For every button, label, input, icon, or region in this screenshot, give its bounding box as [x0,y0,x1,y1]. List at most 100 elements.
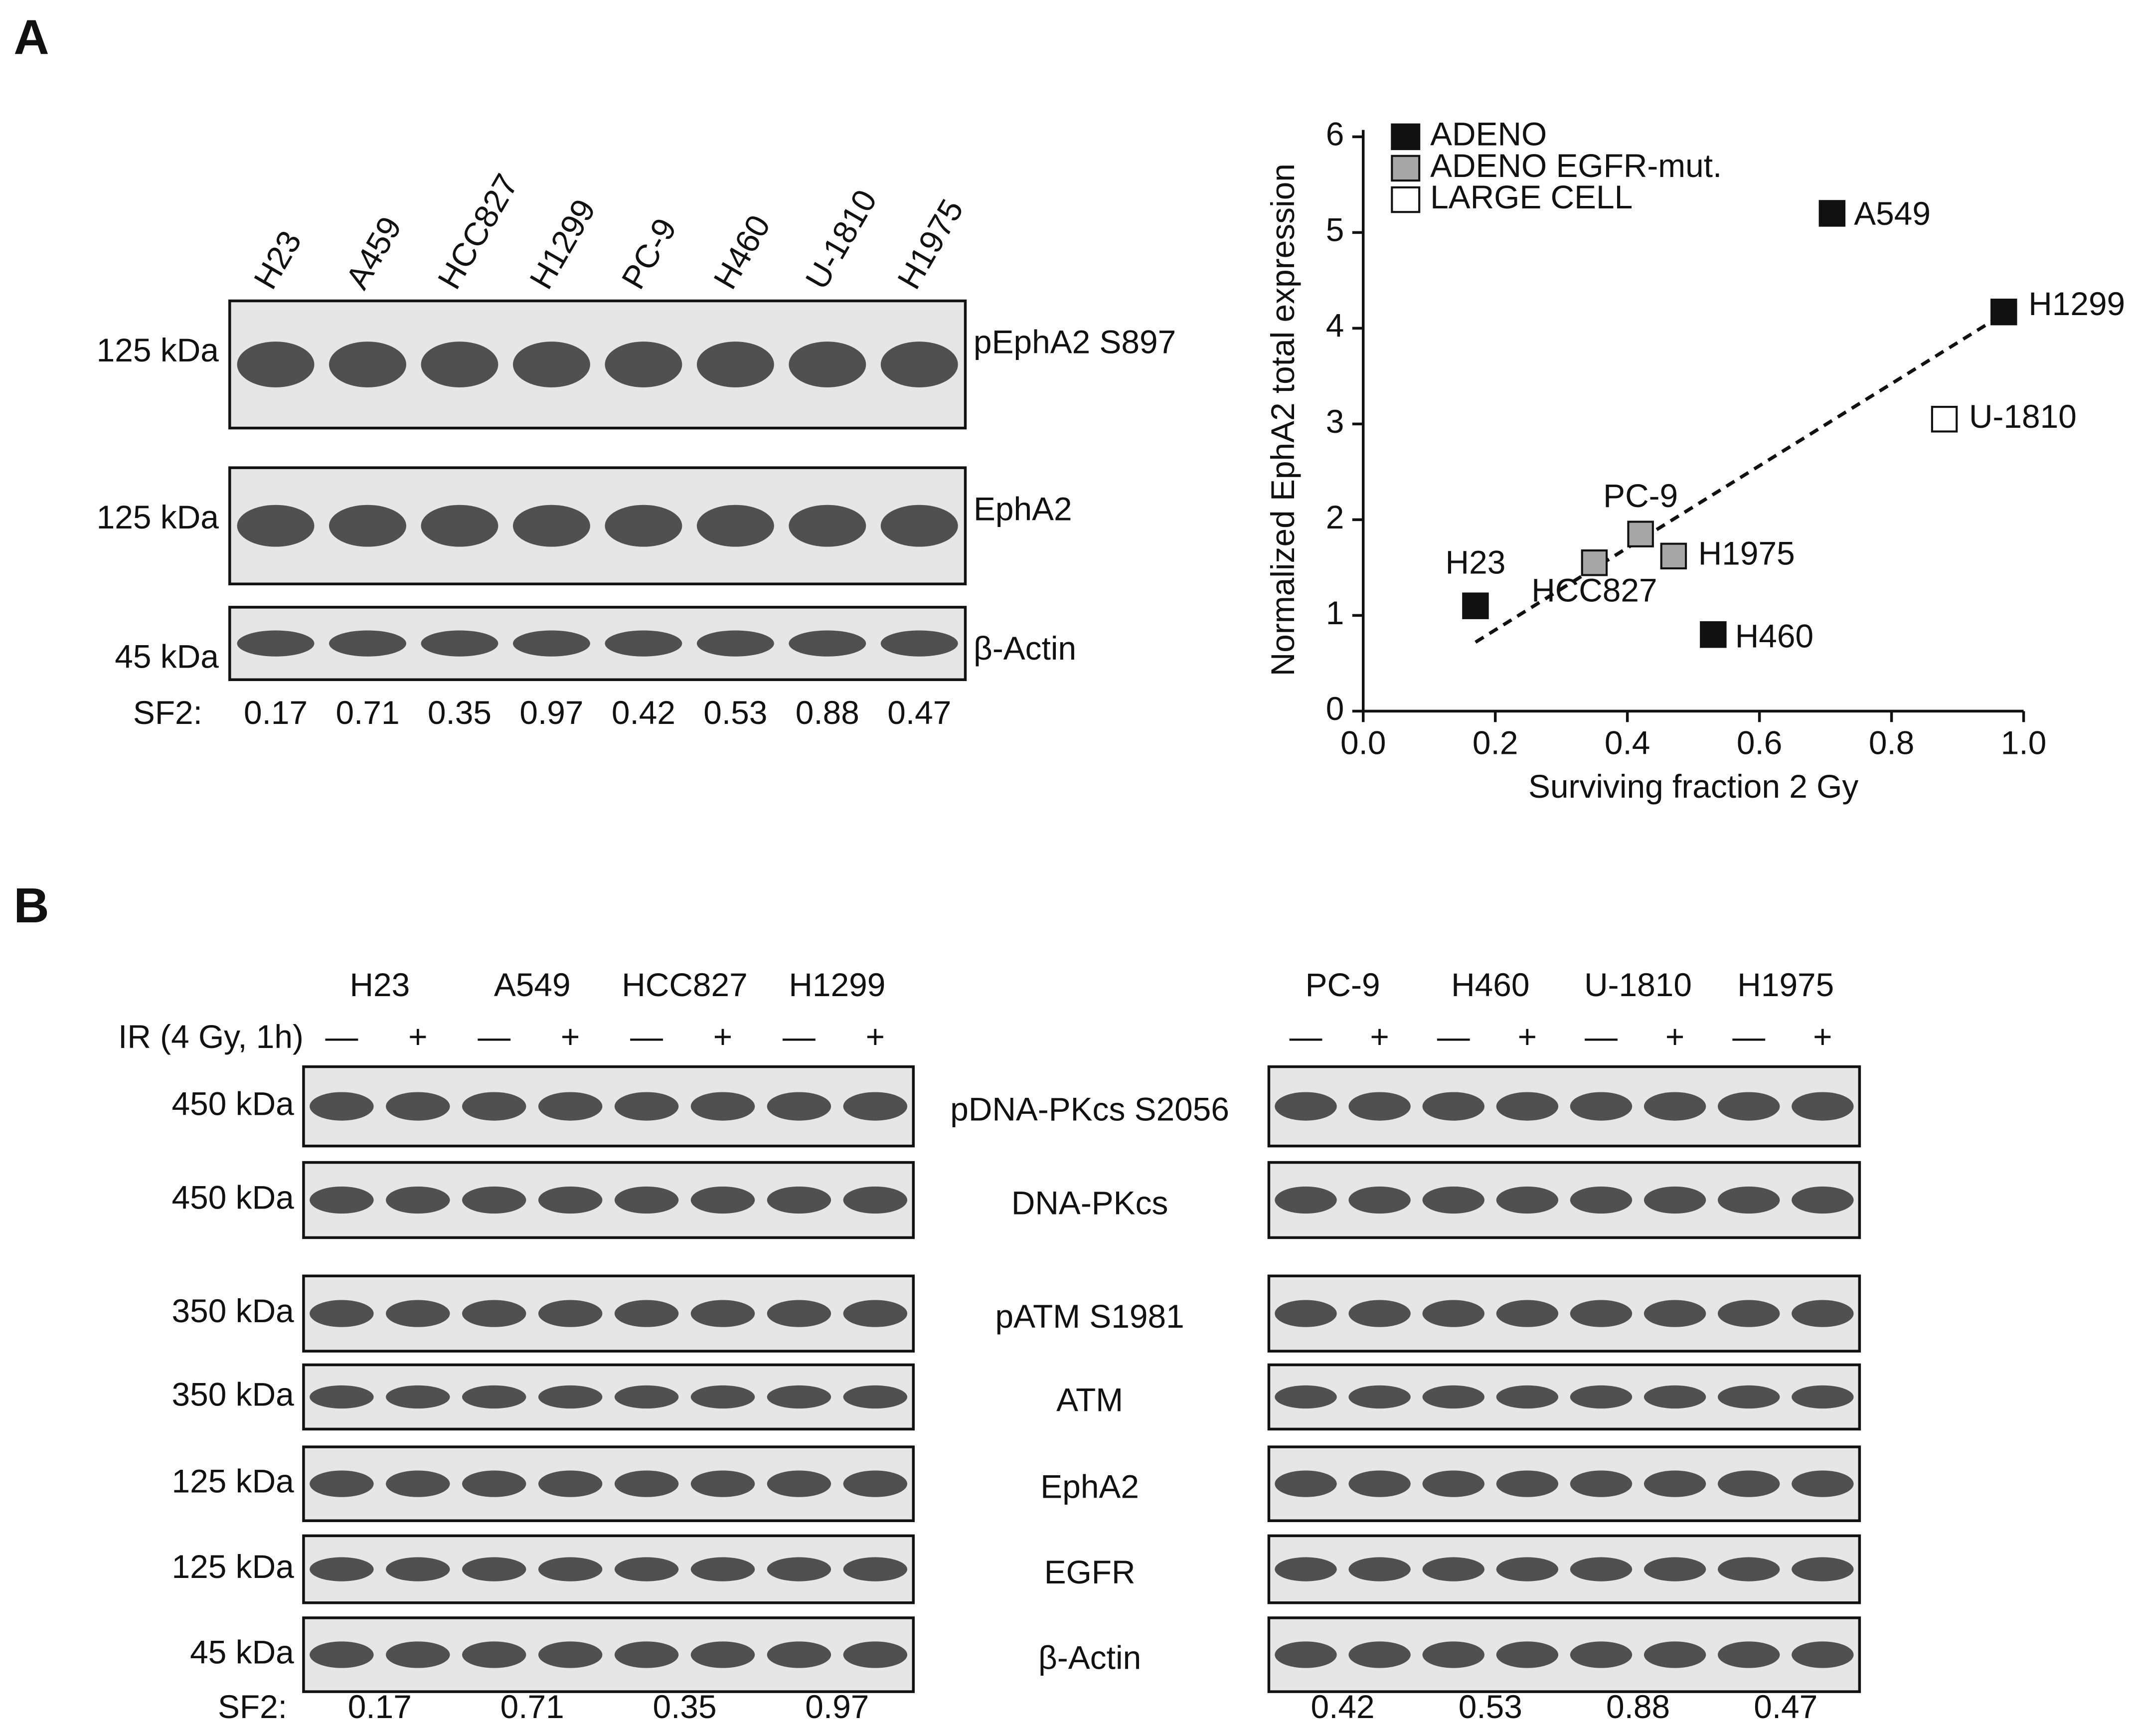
band [614,1641,679,1668]
band [605,505,682,547]
legend-label: ADENO [1430,116,1547,153]
treatment-sign: + [713,1018,732,1055]
band [1422,1470,1484,1497]
band [1570,1557,1633,1581]
band [1718,1300,1780,1327]
y-tick-label: 1 [1326,594,1344,631]
band [386,1385,450,1409]
band [843,1092,908,1121]
band [310,1385,374,1409]
band [690,1300,755,1327]
data-point [1581,549,1608,576]
band [1570,1092,1633,1121]
treatment-sign: + [561,1018,580,1055]
treatment-sign: + [866,1018,885,1055]
band [1275,1470,1337,1497]
band [1275,1557,1337,1581]
band [538,1557,603,1581]
band [421,505,498,547]
band [538,1092,603,1121]
band [1348,1300,1411,1327]
y-tick-label: 5 [1326,211,1344,248]
treatment-sign: — [783,1018,816,1055]
band [1348,1186,1411,1214]
point-label: H23 [1446,543,1506,580]
band [696,630,774,657]
band [462,1470,526,1497]
x-tick-label: 0.4 [1605,724,1650,761]
band [512,505,590,547]
band [386,1092,450,1121]
band [462,1557,526,1581]
band [789,630,866,657]
band [462,1385,526,1409]
band [1422,1186,1484,1214]
band [1275,1092,1337,1121]
band [310,1300,374,1327]
lane-label: H1975 [890,193,970,295]
y-tick-label: 0 [1326,690,1344,727]
band [310,1092,374,1121]
lane-label: HCC827 [430,168,525,295]
lane-label: H1299 [789,966,885,1003]
band [1496,1300,1559,1327]
band [767,1300,831,1327]
band [843,1385,908,1409]
lane-label: H23 [349,966,410,1003]
band [767,1470,831,1497]
antibody-label: EphA2 [974,490,1072,527]
band [1496,1641,1559,1668]
band [789,342,866,387]
band [237,505,315,547]
data-point [1700,621,1727,648]
band [310,1557,374,1581]
sf2-value: 0.88 [1606,1688,1670,1725]
band [1792,1092,1854,1121]
band [310,1641,374,1668]
lane-label: PC-9 [614,212,683,295]
treatment-sign: — [325,1018,358,1055]
data-point [1660,542,1687,570]
treatment-sign: — [478,1018,510,1055]
point-label: U-1810 [1969,398,2077,435]
lane-label: U-1810 [798,183,884,295]
y-tick-label: 6 [1326,116,1344,153]
y-axis-label: Normalized EphA2 total expression [1264,164,1301,676]
point-label: PC-9 [1603,477,1678,514]
band [696,505,774,547]
band [421,342,498,387]
data-point [1931,406,1958,433]
band [237,630,315,657]
band [843,1186,908,1214]
x-tick-label: 0.2 [1473,724,1518,761]
band [605,342,682,387]
sf2-value: 0.42 [1311,1688,1375,1725]
band [1718,1557,1780,1581]
band [767,1641,831,1668]
x-axis-label: Surviving fraction 2 Gy [1528,768,1858,805]
band [767,1557,831,1581]
band [1570,1385,1633,1409]
band [386,1186,450,1214]
band [1643,1186,1706,1214]
band [1570,1641,1633,1668]
panel-label: B [13,878,49,933]
band [1718,1092,1780,1121]
band [1275,1641,1337,1668]
point-label: H1299 [2028,285,2125,322]
band [538,1385,603,1409]
band [1422,1092,1484,1121]
band [614,1470,679,1497]
band [462,1300,526,1327]
band [1422,1385,1484,1409]
trendline [1475,312,2005,644]
band [880,505,958,547]
sf2-label: SF2: [133,694,202,731]
treatment-sign: + [1518,1018,1537,1055]
band [1643,1092,1706,1121]
sf2-value: 0.53 [703,694,767,731]
panel-label: A [13,9,49,64]
band [614,1300,679,1327]
band [690,1186,755,1214]
